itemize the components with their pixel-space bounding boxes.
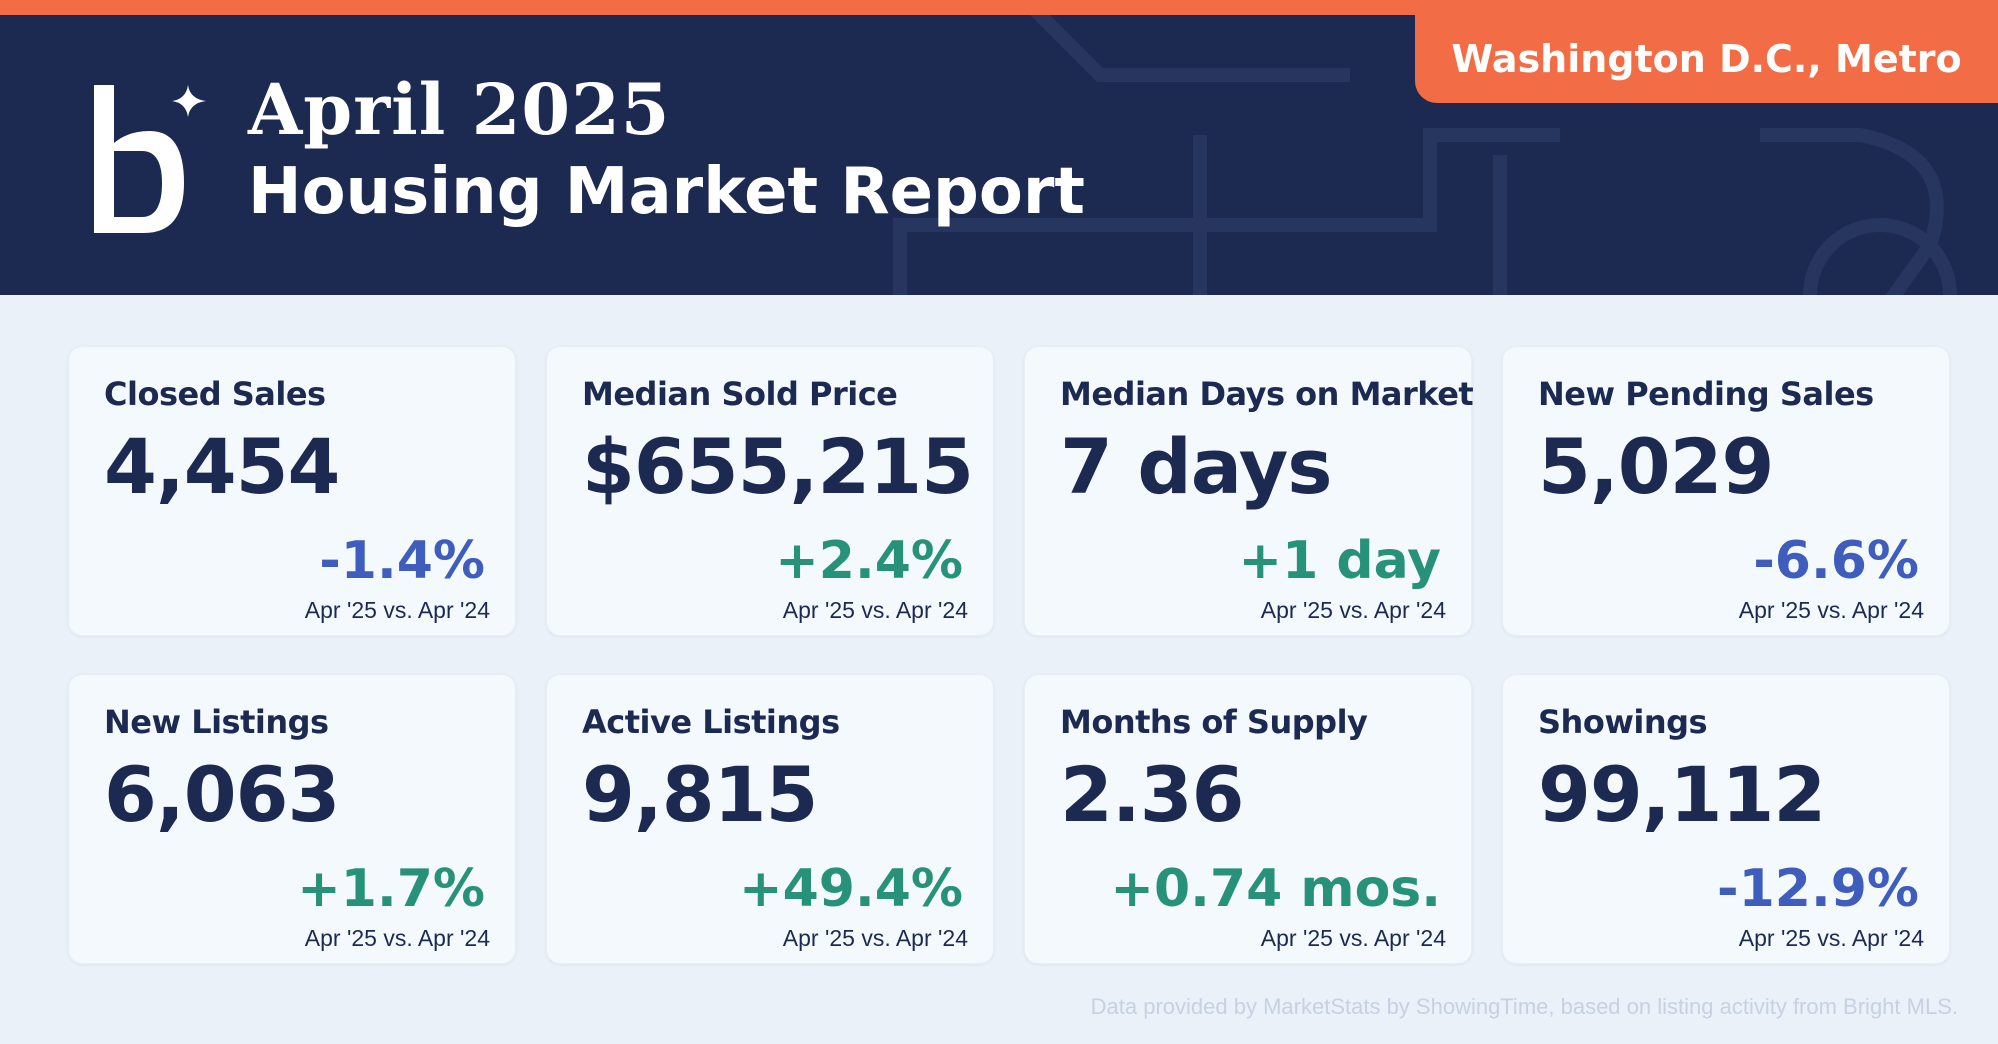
metric-change: +1.7% <box>297 859 485 919</box>
metric-comparison: Apr '25 vs. Apr '24 <box>304 925 490 951</box>
report-month-title: April 2025 <box>248 68 671 151</box>
metric-label: Closed Sales <box>104 375 326 413</box>
metric-label: Active Listings <box>582 703 840 741</box>
metric-value: 6,063 <box>104 750 340 839</box>
metric-change: -1.4% <box>319 531 485 591</box>
metric-comparison: Apr '25 vs. Apr '24 <box>782 597 968 623</box>
metric-change: -12.9% <box>1717 859 1919 919</box>
metric-change: +2.4% <box>775 531 963 591</box>
metric-label: Months of Supply <box>1060 703 1368 741</box>
metric-comparison: Apr '25 vs. Apr '24 <box>782 925 968 951</box>
metric-value: 99,112 <box>1538 750 1826 839</box>
metric-card-active-listings: Active Listings 9,815 +49.4% Apr '25 vs.… <box>546 674 994 964</box>
metric-value: 5,029 <box>1538 422 1774 511</box>
metric-value: $655,215 <box>582 422 974 511</box>
metric-change: +49.4% <box>739 859 963 919</box>
metric-label: Showings <box>1538 703 1708 741</box>
b-sparkle-logo-icon <box>94 85 206 233</box>
metric-card-closed-sales: Closed Sales 4,454 -1.4% Apr '25 vs. Apr… <box>68 346 516 636</box>
metric-card-median-sold-price: Median Sold Price $655,215 +2.4% Apr '25… <box>546 346 994 636</box>
metric-value: 9,815 <box>582 750 818 839</box>
metric-change: +1 day <box>1238 531 1441 591</box>
metrics-grid: Closed Sales 4,454 -1.4% Apr '25 vs. Apr… <box>68 346 1952 964</box>
metric-value: 4,454 <box>104 422 340 511</box>
report-title: Housing Market Report <box>248 155 1085 229</box>
metric-comparison: Apr '25 vs. Apr '24 <box>1260 597 1446 623</box>
metric-card-months-of-supply: Months of Supply 2.36 +0.74 mos. Apr '25… <box>1024 674 1472 964</box>
top-accent-bar <box>0 0 1998 15</box>
data-source-note: Data provided by MarketStats by ShowingT… <box>1090 994 1958 1019</box>
metric-card-new-pending-sales: New Pending Sales 5,029 -6.6% Apr '25 vs… <box>1502 346 1950 636</box>
metric-comparison: Apr '25 vs. Apr '24 <box>1738 925 1924 951</box>
header-background-pattern <box>893 15 1957 295</box>
metric-comparison: Apr '25 vs. Apr '24 <box>1260 925 1446 951</box>
metric-change: -6.6% <box>1753 531 1919 591</box>
metric-comparison: Apr '25 vs. Apr '24 <box>1738 597 1924 623</box>
metric-value: 2.36 <box>1060 750 1245 839</box>
metric-label: New Pending Sales <box>1538 375 1874 413</box>
metric-value: 7 days <box>1060 422 1332 511</box>
metric-label: Median Days on Market <box>1060 375 1474 413</box>
region-badge: Washington D.C., Metro <box>1415 15 1998 103</box>
metric-label: New Listings <box>104 703 329 741</box>
metric-card-showings: Showings 99,112 -12.9% Apr '25 vs. Apr '… <box>1502 674 1950 964</box>
metric-change: +0.74 mos. <box>1110 859 1441 919</box>
metric-card-new-listings: New Listings 6,063 +1.7% Apr '25 vs. Apr… <box>68 674 516 964</box>
metric-card-median-days-on-market: Median Days on Market 7 days +1 day Apr … <box>1024 346 1474 636</box>
metric-comparison: Apr '25 vs. Apr '24 <box>304 597 490 623</box>
metric-label: Median Sold Price <box>582 375 898 413</box>
